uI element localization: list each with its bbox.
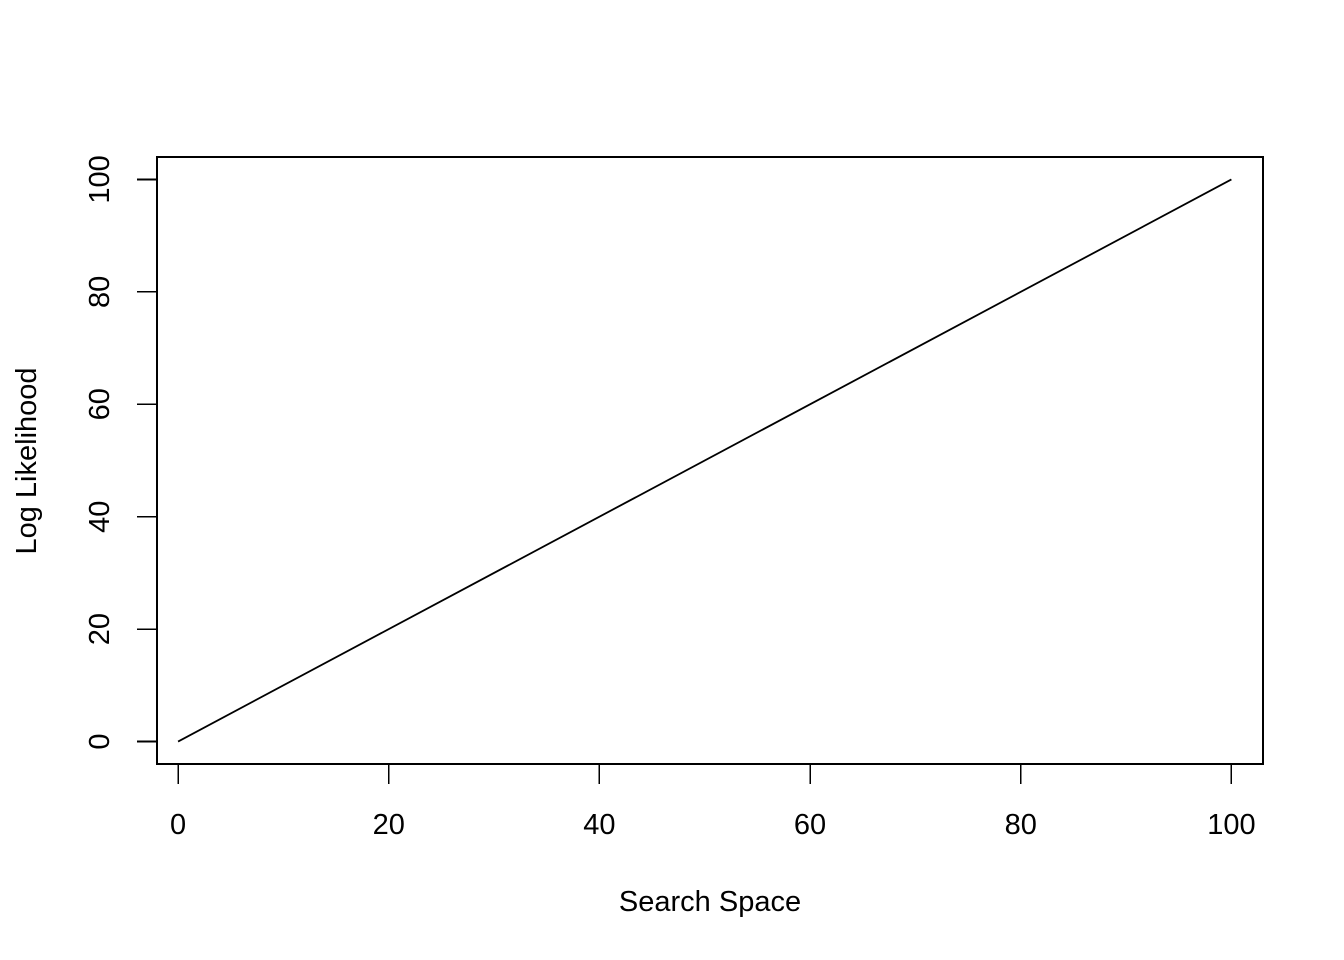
- y-tick-label: 20: [84, 613, 116, 645]
- y-tick-label: 60: [84, 388, 116, 420]
- x-tick-label: 0: [170, 809, 186, 841]
- x-tick-label: 80: [1005, 809, 1037, 841]
- y-tick-label: 100: [84, 155, 116, 203]
- x-tick-label: 20: [373, 809, 405, 841]
- x-tick-label: 100: [1207, 809, 1255, 841]
- y-tick-label: 0: [84, 733, 116, 749]
- x-tick-label: 40: [583, 809, 615, 841]
- y-tick-label: 80: [84, 276, 116, 308]
- series-line: [177, 178, 1232, 743]
- y-tick-label: 40: [84, 501, 116, 533]
- y-axis-label: Log Likelihood: [11, 367, 43, 554]
- plot-frame: [156, 156, 1264, 765]
- x-axis-label: Search Space: [619, 886, 801, 918]
- series-layer: [177, 178, 1232, 743]
- x-axis: 0 20 40 60 80 100: [170, 763, 1256, 841]
- y-axis: 0 20 40 60 80 100: [84, 155, 158, 750]
- x-tick-label: 60: [794, 809, 826, 841]
